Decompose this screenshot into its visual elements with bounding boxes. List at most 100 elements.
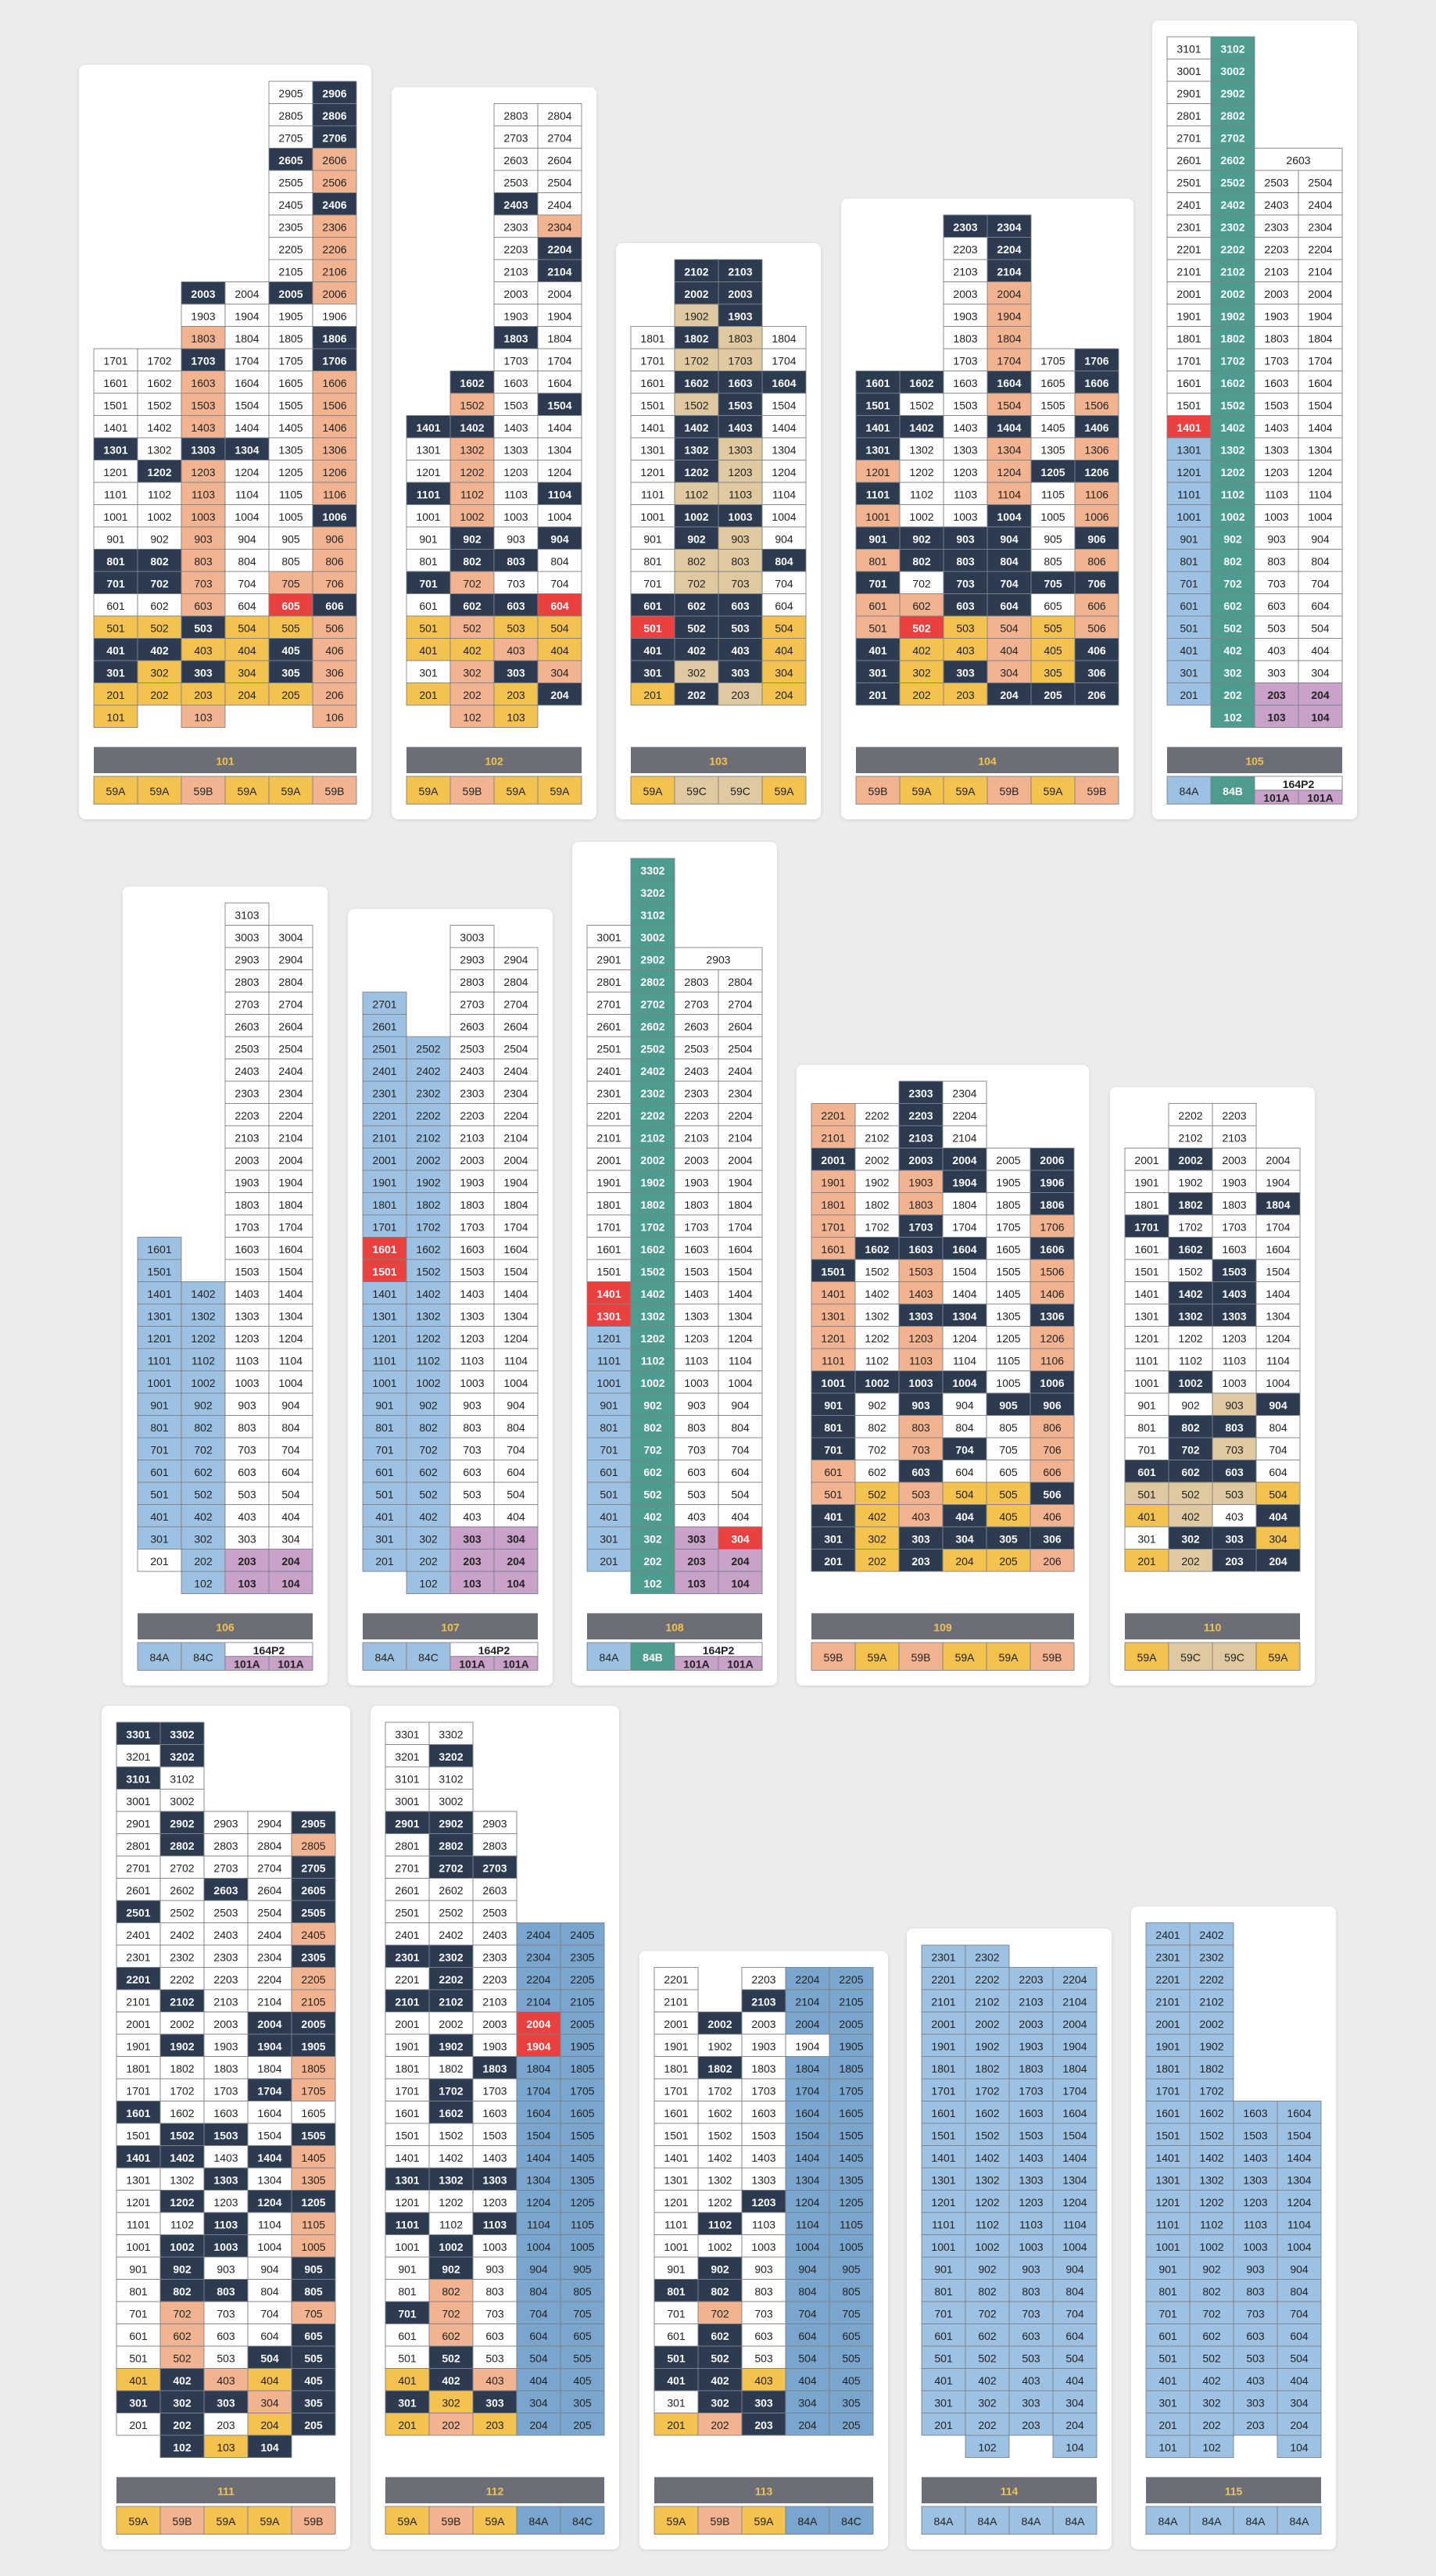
unit-cell-label: 903 (687, 1399, 706, 1411)
unit-cell (1145, 1967, 1191, 1990)
unit-cell (291, 2413, 336, 2436)
unit-cell-label: 1803 (1222, 1198, 1246, 1211)
type-cell-label: 101A (727, 1658, 753, 1671)
unit-cell-label: 2102 (640, 1131, 664, 1144)
unit-cell-label: 302 (442, 2396, 460, 2409)
unit-cell (247, 2413, 292, 2436)
unit-cell (449, 991, 495, 1015)
unit-cell-label: 502 (1181, 1488, 1200, 1500)
unit-cell-label: 1703 (728, 354, 752, 367)
unit-cell (1052, 2279, 1098, 2302)
unit-cell (268, 1281, 313, 1305)
unit-cell-label: 1504 (772, 399, 796, 411)
type-cell-label: 84A (798, 2515, 818, 2528)
unit-cell-label: 1806 (322, 332, 346, 345)
unit-cell (516, 2234, 561, 2258)
unit-cell-label: 301 (643, 666, 662, 679)
unit-cell-label: 2002 (684, 288, 708, 300)
unit-cell-label: 202 (463, 689, 482, 701)
unit-cell-label: 1206 (1040, 1332, 1064, 1345)
unit-cell-label: 1101 (1135, 1354, 1158, 1367)
unit-cell-label: 302 (150, 666, 169, 679)
unit-cell (291, 2323, 336, 2347)
unit-cell (268, 1549, 313, 1572)
unit-cell (537, 593, 582, 617)
unit-cell (718, 460, 763, 483)
unit-cell-label: 1704 (278, 1220, 303, 1233)
unit-cell-label: 2006 (322, 288, 346, 300)
unit-cell-label: 201 (600, 1555, 618, 1567)
unit-cell-label: 1204 (772, 466, 796, 478)
unit-cell-label: 1303 (1243, 2173, 1267, 2186)
unit-cell (1212, 1415, 1257, 1438)
unit-cell-label: 304 (775, 666, 793, 679)
unit-cell-label: 1503 (908, 1265, 933, 1277)
unit-cell-label: 303 (754, 2396, 773, 2409)
unit-cell-label: 204 (507, 1555, 525, 1567)
unit-cell-label: 706 (1043, 1443, 1062, 1456)
building-name-bar (138, 1613, 313, 1639)
unit-cell-label: 1702 (1178, 1220, 1202, 1233)
unit-cell-label: 1004 (1308, 511, 1332, 523)
unit-cell-label: 1902 (707, 2040, 732, 2052)
unit-cell-label: 603 (754, 2330, 773, 2342)
unit-cell-label: 904 (238, 532, 256, 545)
unit-cell (1052, 2301, 1098, 2324)
unit-cell-label: 103 (217, 2441, 235, 2453)
unit-cell (942, 1481, 987, 1505)
unit-cell-label: 1903 (728, 310, 752, 322)
unit-cell-label: 603 (687, 1466, 706, 1478)
unit-cell-label: 504 (798, 2352, 817, 2364)
unit-cell-label: 1004 (728, 1377, 752, 1389)
unit-cell (406, 1080, 451, 1104)
unit-cell-label: 1402 (1220, 421, 1244, 434)
unit-cell-label: 2902 (439, 1817, 463, 1829)
unit-cell-label: 801 (1158, 2285, 1177, 2298)
unit-cell-label: 1805 (996, 1198, 1020, 1211)
unit-cell (537, 148, 582, 171)
unit-cell (472, 2390, 517, 2413)
unit-cell (811, 1237, 856, 1260)
unit-cell (493, 281, 539, 305)
unit-cell-label: 2504 (547, 176, 571, 188)
unit-cell (1030, 1392, 1075, 1416)
unit-cell (855, 371, 901, 394)
unit-cell (116, 2345, 161, 2369)
unit-cell (1210, 237, 1255, 260)
unit-cell-label: 1106 (1085, 488, 1108, 500)
unit-cell-label: 202 (978, 2419, 997, 2431)
unit-cell-label: 2302 (439, 1951, 463, 1963)
unit-cell (1074, 571, 1119, 594)
unit-cell (493, 1125, 539, 1148)
unit-cell (203, 2101, 249, 2124)
unit-cell-label: 103 (507, 711, 525, 723)
unit-cell-label: 1104 (1063, 2218, 1087, 2230)
unit-cell (697, 2234, 743, 2258)
unit-cell-label: 2105 (839, 1995, 863, 2008)
unit-cell-label: 1002 (416, 1377, 440, 1389)
unit-cell (854, 1437, 900, 1460)
unit-cell-label: 1403 (460, 1288, 484, 1300)
unit-cell (586, 1392, 632, 1416)
unit-cell-label: 3102 (170, 1772, 194, 1785)
unit-cell-label: 1804 (952, 1198, 976, 1211)
unit-cell-label: 1203 (1243, 2196, 1267, 2209)
unit-cell-label: 1403 (1019, 2151, 1043, 2164)
unit-cell-label: 1103 (483, 2218, 507, 2230)
unit-cell (785, 2345, 830, 2369)
unit-cell-label: 505 (304, 2352, 323, 2364)
unit-cell (1298, 660, 1343, 683)
unit-cell (630, 615, 675, 639)
type-cell (965, 2506, 1010, 2535)
unit-cell-label: 303 (1267, 666, 1286, 679)
unit-cell-label: 1103 (1019, 2218, 1043, 2230)
unit-cell-label: 2105 (570, 1995, 594, 2008)
unit-cell-label: 305 (842, 2396, 861, 2409)
unit-cell-label: 1204 (547, 466, 571, 478)
unit-cell-label: 1402 (975, 2151, 999, 2164)
unit-cell (630, 660, 675, 683)
unit-cell (1212, 1125, 1257, 1148)
unit-cell-label: 2706 (322, 131, 346, 144)
unit-cell (811, 1415, 856, 1438)
unit-cell-label: 2605 (278, 154, 303, 167)
